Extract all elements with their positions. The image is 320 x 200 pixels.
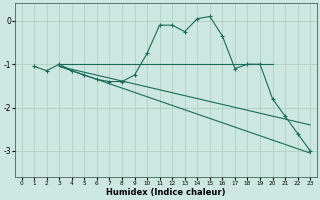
X-axis label: Humidex (Indice chaleur): Humidex (Indice chaleur) (106, 188, 226, 197)
